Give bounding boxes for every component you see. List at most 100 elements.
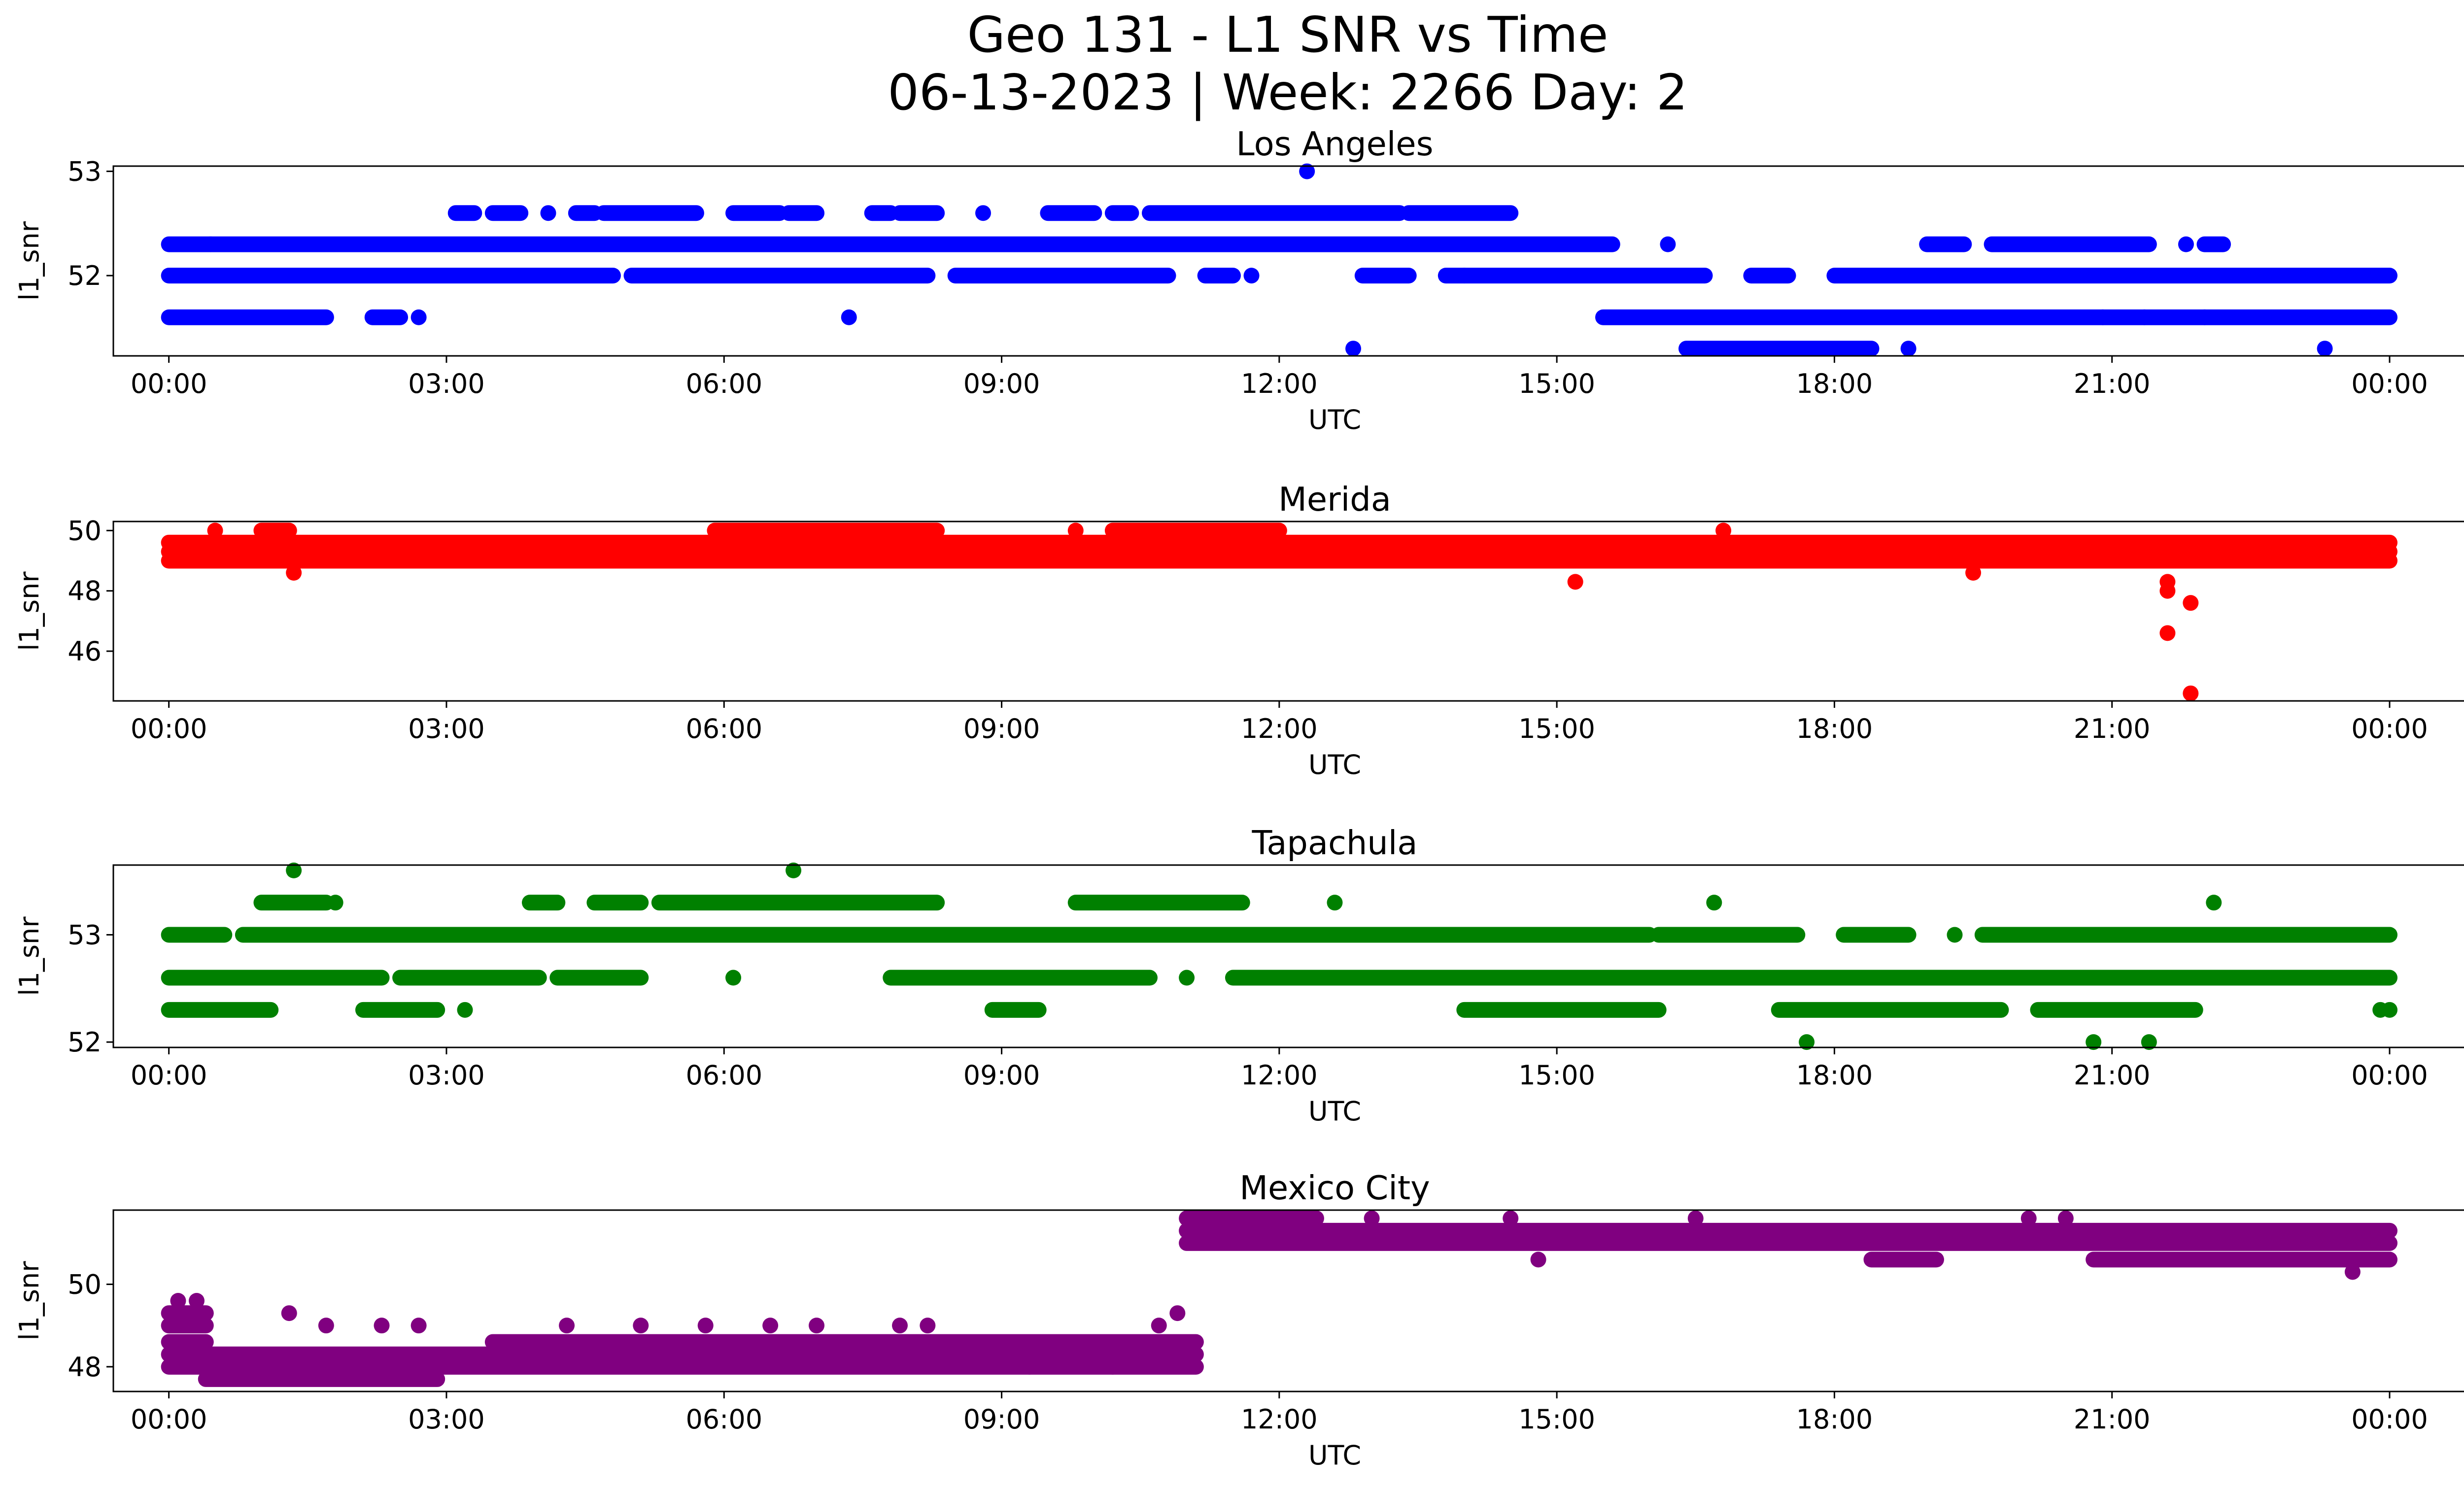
data-point-run — [596, 205, 704, 221]
chart-title-line-1: Geo 131 - L1 SNR vs Time — [967, 6, 1608, 64]
x-tick-label: 15:00 — [1518, 1404, 1595, 1435]
data-point-run — [651, 895, 945, 911]
data-point-run — [2030, 1002, 2203, 1018]
x-tick-label: 06:00 — [685, 368, 762, 399]
x-tick-label: 12:00 — [1241, 1404, 1318, 1435]
data-point-run — [1863, 1252, 1944, 1268]
data-point — [457, 1002, 473, 1018]
data-point — [355, 970, 371, 986]
y-tick-label: 50 — [68, 1269, 102, 1300]
x-axis-label: UTC — [1308, 749, 1361, 780]
data-point-run — [198, 1371, 445, 1387]
data-point-run — [161, 970, 390, 986]
data-point-run — [1836, 927, 1916, 943]
data-point — [281, 1305, 297, 1321]
data-point — [286, 862, 302, 878]
panel-0: Los Angeles 52 53 l1_snr 00:00 03:00 06:00 09:0… — [14, 125, 2464, 435]
data-point — [1530, 1252, 1546, 1268]
panel-3: Mexico City 48 50 l1_snr 00:00 03:00 06:00 09:0… — [14, 1169, 2464, 1471]
data-point — [327, 895, 343, 911]
series-3 — [161, 1210, 2398, 1387]
series-0 — [161, 163, 2398, 357]
data-point-run — [1401, 205, 1519, 221]
x-tick-label: 03:00 — [408, 713, 485, 744]
data-point-run — [725, 205, 787, 221]
x-tick-label: 15:00 — [1518, 1060, 1595, 1091]
data-point — [1715, 522, 1732, 539]
data-point — [2206, 895, 2222, 911]
data-point — [286, 565, 302, 581]
series-2 — [161, 862, 2398, 1050]
plot-frame — [112, 864, 2464, 1048]
y-tick-label: 52 — [68, 1027, 102, 1058]
data-point — [1179, 970, 1195, 986]
data-point — [920, 1318, 936, 1334]
data-point-run — [161, 1334, 214, 1350]
panel-2: Tapachula 52 53 l1_snr 00:00 03:00 06:00 09:00 1… — [14, 824, 2464, 1127]
data-point — [1965, 565, 1982, 581]
data-point-run — [883, 970, 1158, 986]
data-point — [170, 1293, 186, 1309]
data-point-run — [1179, 1210, 1324, 1226]
data-point-run — [1984, 236, 2157, 252]
data-point — [1947, 927, 1963, 943]
data-point-run — [568, 205, 603, 221]
x-axis-label: UTC — [1308, 1096, 1361, 1127]
x-tick-label: 21:00 — [2074, 1404, 2151, 1435]
data-point — [725, 970, 742, 986]
x-tick-label: 15:00 — [1518, 368, 1595, 399]
data-point — [2317, 341, 2333, 357]
data-point-run — [1678, 341, 1880, 357]
panel-subtitle: Merida — [1278, 480, 1391, 519]
x-tick-label: 06:00 — [685, 713, 762, 744]
data-point-run — [781, 205, 825, 221]
data-point-run — [161, 1346, 1204, 1362]
data-point — [1364, 1210, 1380, 1226]
data-point — [1021, 1358, 1037, 1375]
data-point — [2183, 595, 2199, 611]
data-point-run — [1826, 268, 2398, 284]
data-point — [2178, 236, 2194, 252]
data-point — [2183, 685, 2199, 701]
x-axis-label: UTC — [1308, 404, 1361, 435]
data-point-run — [892, 205, 945, 221]
data-point-run — [2196, 236, 2231, 252]
data-point — [697, 1318, 714, 1334]
x-tick-label: 18:00 — [1796, 1404, 1873, 1435]
data-point-run — [864, 205, 899, 221]
y-tick-label: 52 — [68, 260, 102, 291]
series-1 — [161, 522, 2398, 701]
data-point — [1345, 341, 1362, 357]
x-tick-label: 00:00 — [2351, 713, 2428, 744]
data-point — [1503, 1210, 1519, 1226]
panel-subtitle: Tapachula — [1252, 824, 1418, 862]
data-point-run — [161, 1305, 214, 1321]
data-point — [975, 205, 991, 221]
x-tick-label: 21:00 — [2074, 1060, 2151, 1091]
data-point-run — [549, 970, 649, 986]
data-point-run — [447, 205, 482, 221]
x-tick-label: 00:00 — [2351, 368, 2428, 399]
y-tick-label: 48 — [68, 1352, 102, 1383]
y-axis-label: l1_snr — [14, 221, 45, 301]
data-point — [1567, 574, 1583, 590]
x-tick-label: 03:00 — [408, 1060, 485, 1091]
data-point-run — [1104, 522, 1287, 539]
data-point — [2057, 1210, 2074, 1226]
data-point-run — [586, 895, 649, 911]
data-point — [2136, 309, 2153, 325]
data-point — [841, 309, 857, 325]
data-point — [633, 1318, 649, 1334]
data-point-run — [1067, 895, 1250, 911]
x-tick-label: 12:00 — [1241, 368, 1318, 399]
x-tick-label: 03:00 — [408, 368, 485, 399]
plot-frame — [112, 1209, 2464, 1392]
data-point — [2094, 309, 2111, 325]
x-tick-label: 03:00 — [408, 1404, 485, 1435]
y-axis-label: l1_snr — [14, 916, 45, 996]
data-point — [540, 205, 556, 221]
data-point — [411, 309, 427, 325]
data-point-run — [161, 1318, 214, 1334]
data-point-run — [364, 309, 409, 325]
data-point-run — [947, 268, 1176, 284]
